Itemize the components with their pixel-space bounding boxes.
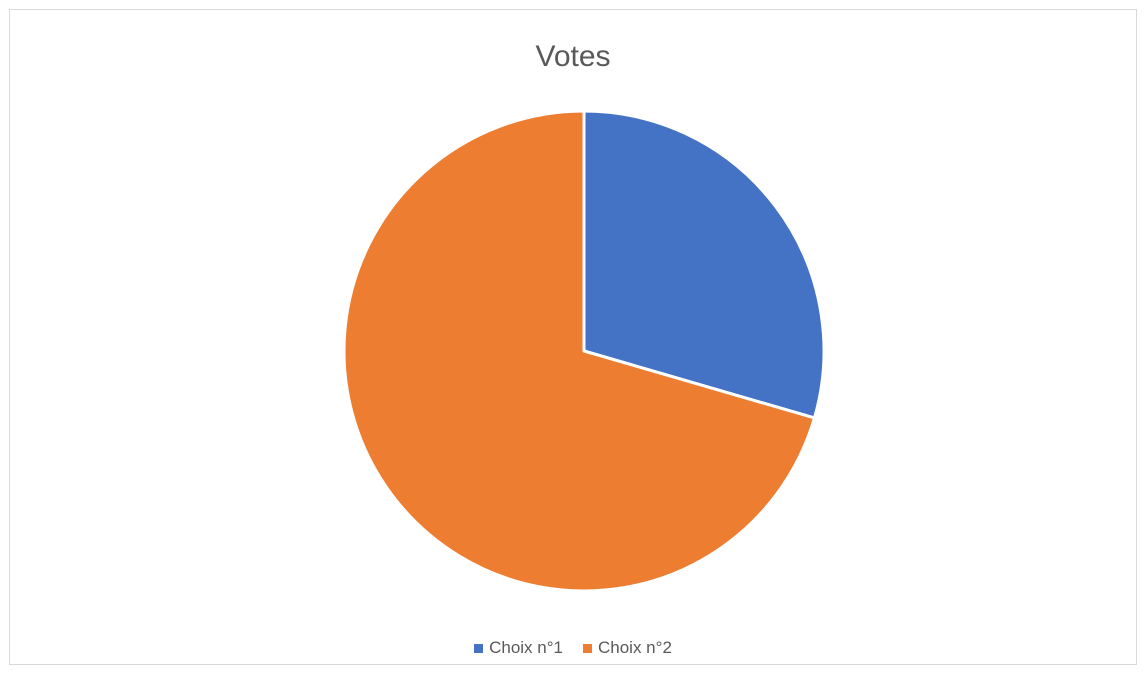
pie-slice-choix-2	[342, 109, 816, 593]
chart-title: Votes	[535, 40, 611, 73]
legend-entry-choix-2: Choix n°2	[583, 638, 672, 658]
legend: Choix n°1 Choix n°2	[10, 638, 1136, 658]
legend-swatch-choix-2	[583, 643, 592, 653]
chart-area: Votes Choix n°1 Choix n°2	[9, 9, 1137, 665]
legend-swatch-choix-1	[474, 643, 484, 653]
pie-slice-choix-1	[582, 109, 826, 420]
legend-label-choix-1: Choix n°1	[489, 638, 563, 657]
legend-label-choix-2: Choix n°2	[598, 638, 672, 657]
legend-entry-choix-1: Choix n°1	[474, 638, 563, 658]
pie-chart	[342, 109, 826, 593]
